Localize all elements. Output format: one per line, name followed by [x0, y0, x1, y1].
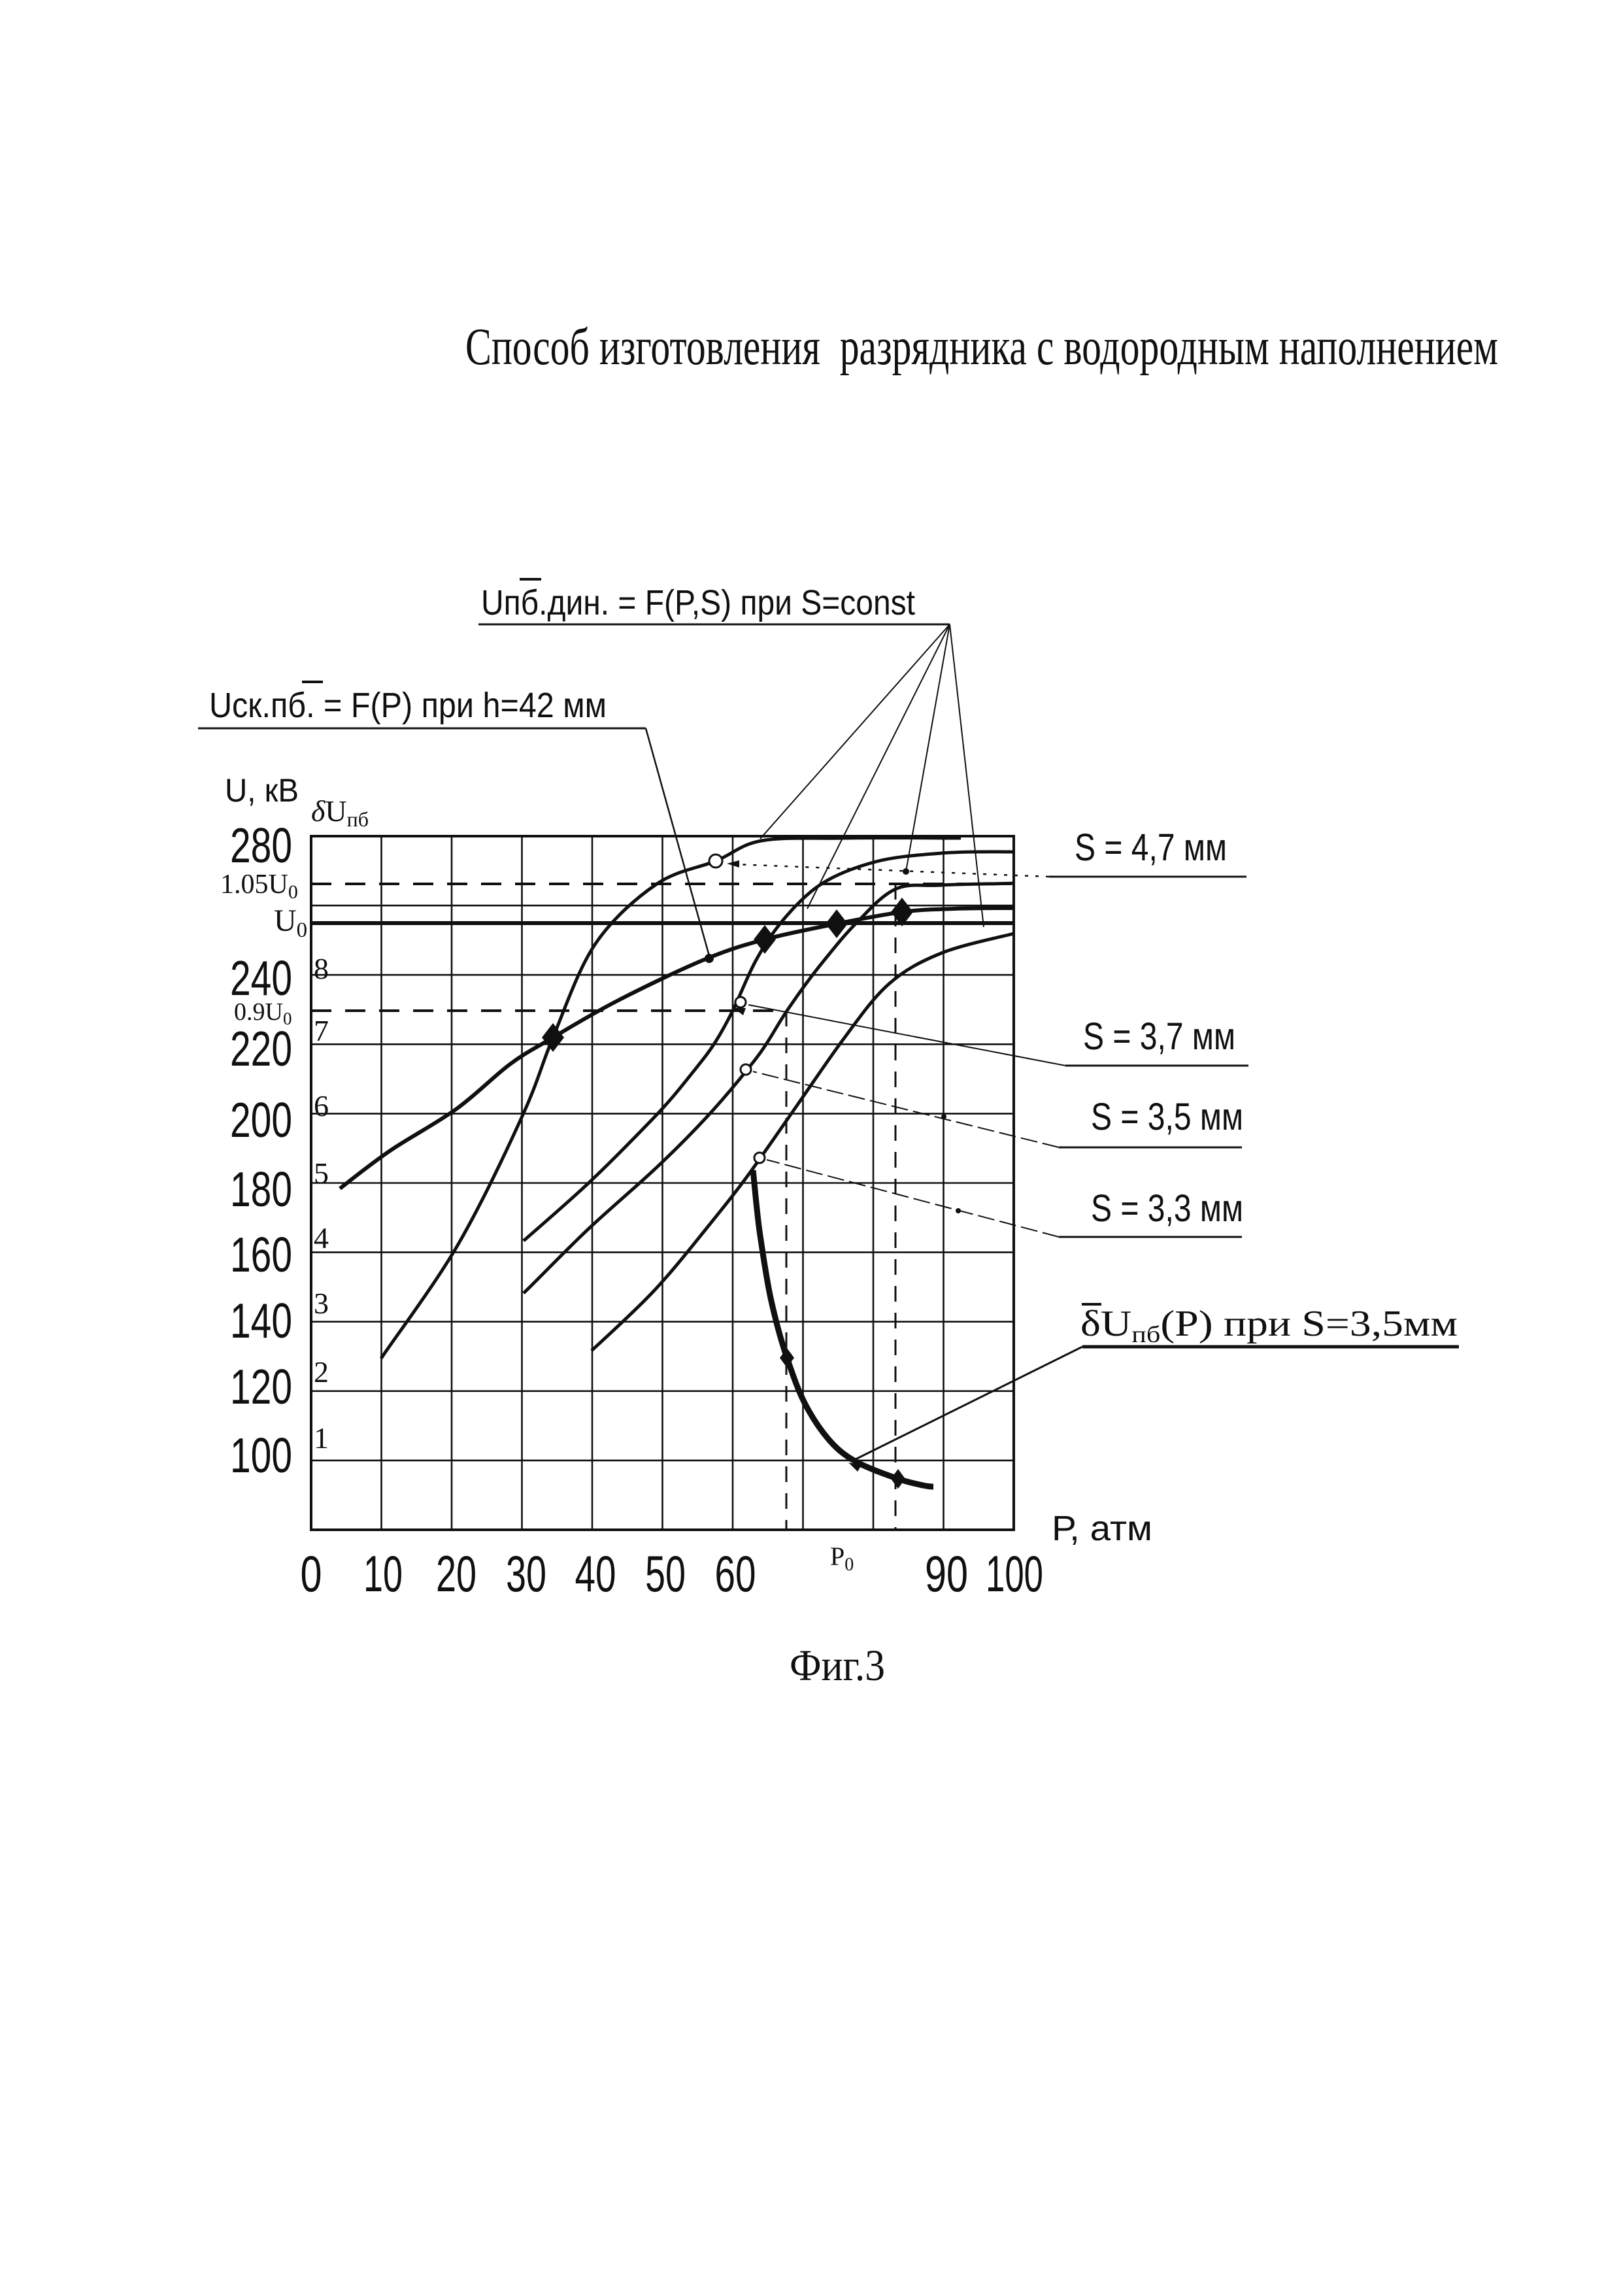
- svg-text:240: 240: [230, 951, 292, 1005]
- svg-text:Р0: Р0: [830, 1542, 854, 1575]
- svg-text:5: 5: [314, 1156, 329, 1190]
- svg-text:7: 7: [314, 1014, 329, 1047]
- svg-text:Фиг.3: Фиг.3: [790, 1640, 885, 1690]
- svg-text:2: 2: [314, 1355, 329, 1389]
- svg-text:4: 4: [314, 1221, 329, 1255]
- svg-text:50: 50: [645, 1545, 686, 1602]
- svg-text:280: 280: [230, 818, 292, 873]
- svg-text:S = 4,7 мм: S = 4,7 мм: [1075, 826, 1227, 869]
- svg-text:1.05U0: 1.05U0: [220, 869, 298, 903]
- svg-text:Р, атм: Р, атм: [1052, 1509, 1152, 1548]
- svg-text:Uпб.дин. = F(P,S) при S=const: Uпб.дин. = F(P,S) при S=const: [481, 583, 915, 622]
- svg-text:100: 100: [230, 1428, 292, 1483]
- svg-text:200: 200: [230, 1092, 292, 1147]
- svg-text:Способ изготовления разрядник: Способ изготовления разрядника с водород…: [465, 318, 1498, 376]
- svg-text:S = 3,5 мм: S = 3,5 мм: [1091, 1096, 1243, 1138]
- svg-text:120: 120: [230, 1359, 292, 1414]
- svg-text:180: 180: [230, 1162, 292, 1217]
- svg-text:60: 60: [715, 1545, 756, 1602]
- svg-text:0.9U0: 0.9U0: [234, 998, 292, 1028]
- svg-text:8: 8: [314, 952, 329, 985]
- svg-text:Uск.пб. = F(P) при h=42 мм: Uск.пб. = F(P) при h=42 мм: [209, 686, 607, 725]
- svg-text:1: 1: [314, 1421, 329, 1455]
- svg-text:160: 160: [230, 1227, 292, 1282]
- svg-text:140: 140: [230, 1293, 292, 1348]
- svg-text:10: 10: [363, 1545, 403, 1602]
- svg-text:U, кВ: U, кВ: [225, 772, 299, 809]
- svg-text:30: 30: [506, 1545, 546, 1602]
- svg-text:S = 3,7 мм: S = 3,7 мм: [1083, 1015, 1235, 1058]
- svg-text:40: 40: [575, 1545, 616, 1602]
- svg-text:3: 3: [314, 1287, 329, 1320]
- svg-text:S = 3,3 мм: S = 3,3 мм: [1091, 1187, 1243, 1230]
- svg-text:90: 90: [925, 1545, 968, 1602]
- svg-text:220: 220: [230, 1021, 292, 1076]
- svg-text:0: 0: [301, 1545, 322, 1602]
- svg-text:20: 20: [436, 1545, 476, 1602]
- svg-text:6: 6: [314, 1089, 329, 1123]
- svg-text:100: 100: [986, 1545, 1043, 1602]
